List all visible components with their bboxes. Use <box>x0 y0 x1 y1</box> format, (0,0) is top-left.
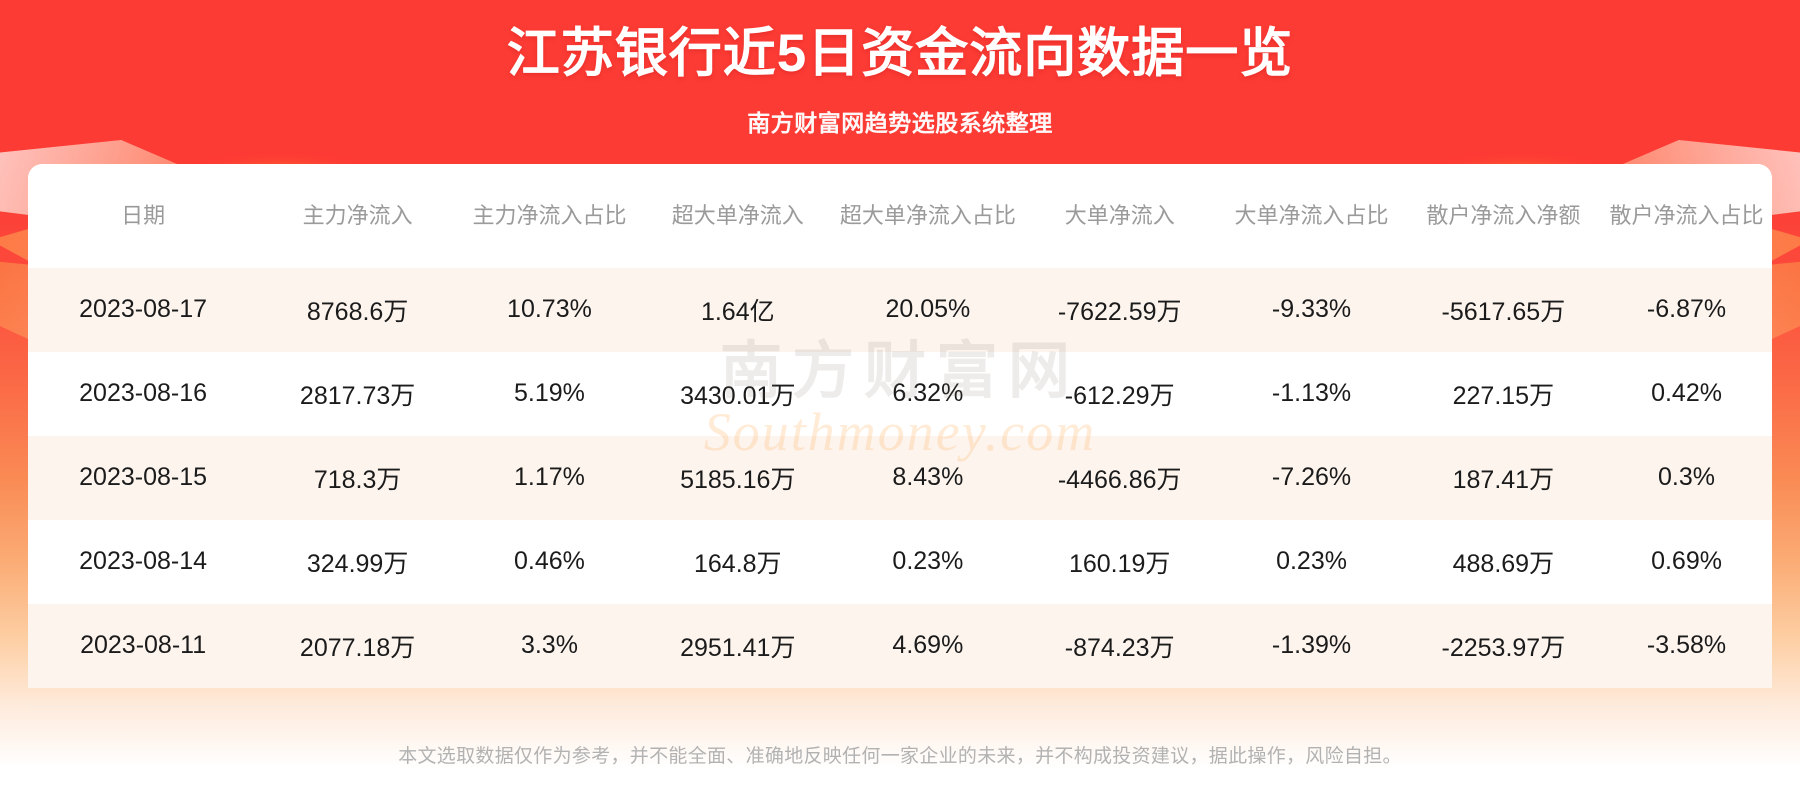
table-row: 2023-08-16 2817.73万 5.19% 3430.01万 6.32%… <box>28 351 1772 436</box>
disclaimer-text: 本文选取数据仅作为参考，并不能全面、准确地反映任何一家企业的未来，并不构成投资建… <box>398 746 1402 767</box>
page-subtitle: 南方财富网趋势选股系统整理 <box>747 109 1053 136</box>
cell-large-pct: -9.33% <box>1217 267 1406 352</box>
cell-retail-pct: 0.69% <box>1601 519 1772 604</box>
cell-main-net-inflow-pct: 3.3% <box>457 603 642 688</box>
cell-main-net-inflow-pct: 1.17% <box>457 435 642 520</box>
column-header-retail-pct: 散户净流入占比 <box>1609 203 1764 229</box>
cell-retail-net-inflow: 227.15万 <box>1405 351 1602 436</box>
cell-main-net-inflow: 324.99万 <box>258 519 458 604</box>
table-header: 日期 主力净流入 主力净流入占比 超大单净流入 超大单净流入占比 大单净流入 大… <box>28 164 1772 268</box>
cell-main-net-inflow-pct: 5.19% <box>457 351 642 436</box>
cell-retail-pct: -6.87% <box>1601 267 1772 352</box>
cell-main-net-inflow: 8768.6万 <box>258 267 458 352</box>
cell-large-net-inflow: 160.19万 <box>1022 519 1218 604</box>
cell-retail-pct: 0.42% <box>1601 351 1772 436</box>
table-row: 2023-08-15 718.3万 1.17% 5185.16万 8.43% -… <box>28 435 1772 520</box>
table-row: 2023-08-17 8768.6万 10.73% 1.64亿 20.05% -… <box>28 267 1772 352</box>
cell-date: 2023-08-14 <box>28 519 259 604</box>
cell-large-net-inflow: -612.29万 <box>1022 351 1218 436</box>
cell-large-net-inflow: -4466.86万 <box>1022 435 1218 520</box>
cell-retail-net-inflow: -2253.97万 <box>1405 603 1602 688</box>
cell-super-large-net-inflow: 164.8万 <box>641 519 834 604</box>
column-header-large-net-inflow: 大单净流入 <box>1064 203 1175 229</box>
cell-super-large-net-inflow: 2951.41万 <box>641 603 834 688</box>
cell-retail-net-inflow: 187.41万 <box>1405 435 1602 520</box>
data-table-card: 日期 主力净流入 主力净流入占比 超大单净流入 超大单净流入占比 大单净流入 大… <box>28 163 1772 688</box>
table-header-row: 日期 主力净流入 主力净流入占比 超大单净流入 超大单净流入占比 大单净流入 大… <box>28 164 1772 268</box>
cell-retail-pct: 0.3% <box>1601 435 1772 520</box>
cell-large-pct: -1.39% <box>1217 603 1406 688</box>
cell-large-net-inflow: -874.23万 <box>1022 603 1218 688</box>
cell-super-large-net-inflow: 5185.16万 <box>641 435 834 520</box>
column-header-date: 日期 <box>121 203 166 229</box>
table-body: 2023-08-17 8768.6万 10.73% 1.64亿 20.05% -… <box>28 267 1772 688</box>
cell-main-net-inflow: 2817.73万 <box>258 351 458 436</box>
cell-super-large-pct: 8.43% <box>833 435 1023 520</box>
cell-super-large-pct: 4.69% <box>833 603 1023 688</box>
cell-retail-net-inflow: 488.69万 <box>1405 519 1602 604</box>
banner-header: 江苏银行近5日资金流向数据一览 南方财富网趋势选股系统整理 <box>0 0 1800 138</box>
cell-super-large-pct: 20.05% <box>833 267 1023 352</box>
page-title: 江苏银行近5日资金流向数据一览 <box>506 24 1294 83</box>
cell-main-net-inflow-pct: 0.46% <box>457 519 642 604</box>
cell-main-net-inflow: 718.3万 <box>258 435 458 520</box>
column-header-main-net-inflow-pct: 主力净流入占比 <box>472 203 627 229</box>
cell-large-pct: -1.13% <box>1217 351 1406 436</box>
cell-retail-pct: -3.58% <box>1601 603 1772 688</box>
column-header-super-large-pct: 超大单净流入占比 <box>839 203 1016 229</box>
column-header-large-pct: 大单净流入占比 <box>1234 203 1389 229</box>
cell-super-large-net-inflow: 1.64亿 <box>641 267 834 352</box>
table-bottom-divider <box>28 706 1772 707</box>
cell-large-net-inflow: -7622.59万 <box>1022 267 1218 352</box>
cell-large-pct: -7.26% <box>1217 435 1406 520</box>
cell-date: 2023-08-16 <box>28 351 259 436</box>
cell-super-large-pct: 6.32% <box>833 351 1023 436</box>
cell-date: 2023-08-11 <box>28 603 259 688</box>
cell-retail-net-inflow: -5617.65万 <box>1405 267 1602 352</box>
table-row: 2023-08-11 2077.18万 3.3% 2951.41万 4.69% … <box>28 603 1772 688</box>
cell-date: 2023-08-17 <box>28 267 259 352</box>
column-header-retail-net-inflow: 散户净流入净额 <box>1426 203 1581 229</box>
cell-main-net-inflow: 2077.18万 <box>258 603 458 688</box>
cell-super-large-net-inflow: 3430.01万 <box>641 351 834 436</box>
column-header-main-net-inflow: 主力净流入 <box>302 203 413 229</box>
cell-date: 2023-08-15 <box>28 435 259 520</box>
fund-flow-table: 日期 主力净流入 主力净流入占比 超大单净流入 超大单净流入占比 大单净流入 大… <box>28 164 1772 688</box>
cell-super-large-pct: 0.23% <box>833 519 1023 604</box>
cell-large-pct: 0.23% <box>1217 519 1406 604</box>
cell-main-net-inflow-pct: 10.73% <box>457 267 642 352</box>
table-row: 2023-08-14 324.99万 0.46% 164.8万 0.23% 16… <box>28 519 1772 604</box>
column-header-super-large-net-inflow: 超大单净流入 <box>671 203 804 229</box>
